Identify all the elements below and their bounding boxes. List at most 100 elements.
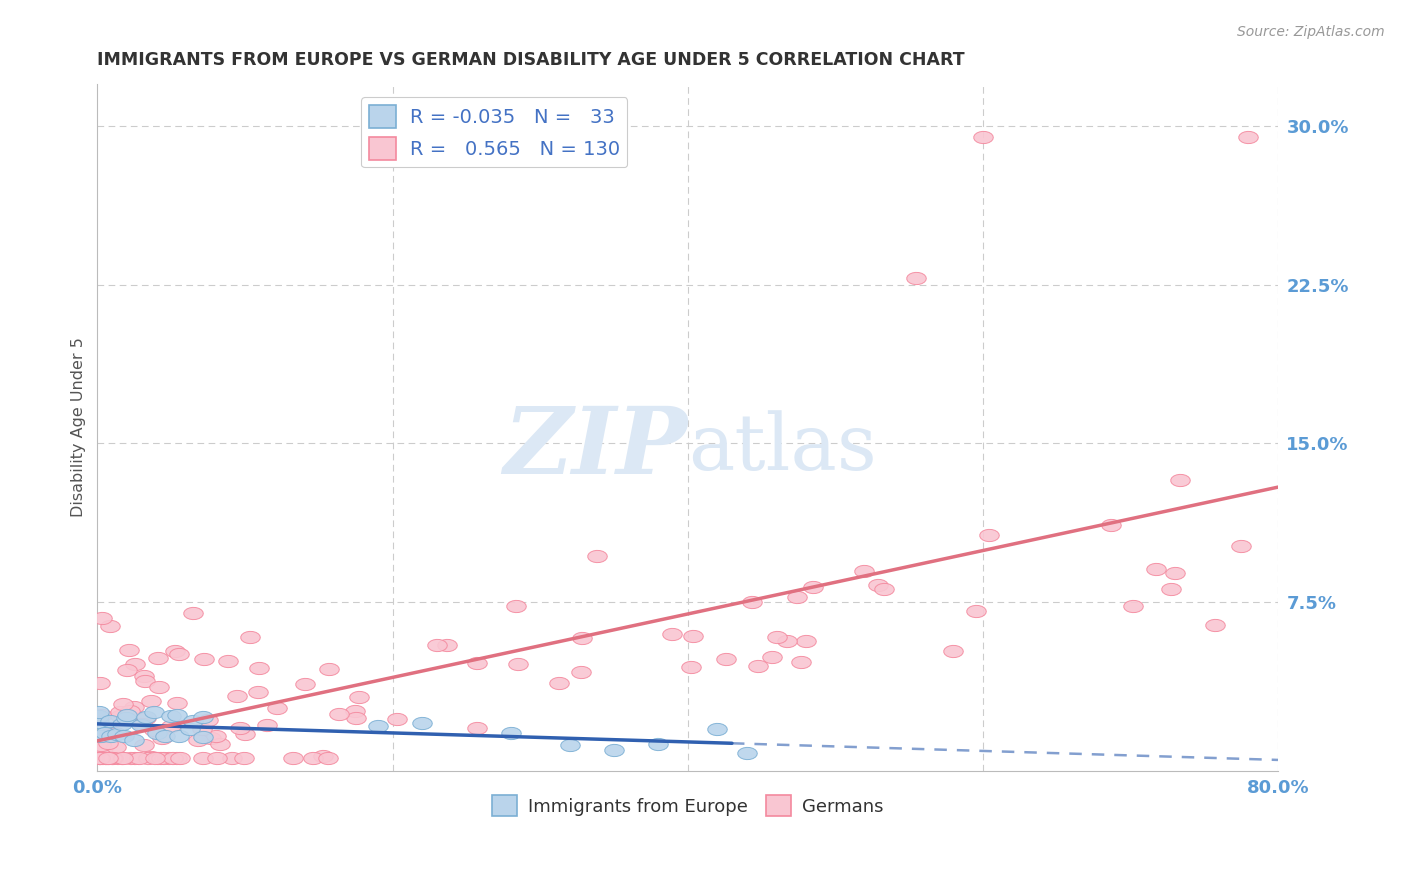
Point — [134, 674, 156, 689]
Text: IMMIGRANTS FROM EUROPE VS GERMAN DISABILITY AGE UNDER 5 CORRELATION CHART: IMMIGRANTS FROM EUROPE VS GERMAN DISABIL… — [97, 51, 965, 69]
Point — [706, 723, 728, 737]
Point — [505, 599, 527, 614]
Point — [166, 707, 188, 722]
Point — [129, 718, 152, 732]
Point — [152, 751, 174, 765]
Point — [301, 751, 323, 765]
Point — [229, 721, 252, 735]
Point — [205, 751, 228, 765]
Point — [294, 676, 316, 690]
Point — [138, 751, 160, 765]
Point — [661, 627, 683, 641]
Point — [426, 639, 449, 653]
Point — [209, 737, 232, 751]
Point — [344, 704, 367, 718]
Point — [181, 606, 204, 620]
Point — [233, 751, 256, 765]
Point — [93, 726, 115, 740]
Point — [852, 564, 875, 578]
Point — [193, 651, 215, 665]
Point — [155, 730, 177, 744]
Point — [110, 709, 132, 723]
Point — [128, 751, 150, 765]
Point — [548, 676, 571, 690]
Y-axis label: Disability Age Under 5: Disability Age Under 5 — [72, 337, 86, 517]
Point — [191, 751, 214, 765]
Point — [765, 630, 787, 644]
Point — [148, 651, 170, 665]
Point — [142, 706, 165, 720]
Point — [801, 580, 824, 594]
Point — [436, 639, 458, 653]
Point — [647, 737, 669, 751]
Point — [101, 751, 124, 765]
Point — [191, 731, 214, 745]
Point — [191, 710, 214, 724]
Point — [1160, 582, 1182, 596]
Point — [1144, 562, 1167, 576]
Point — [143, 751, 166, 765]
Point — [226, 690, 249, 704]
Point — [98, 727, 121, 741]
Point — [1204, 618, 1226, 632]
Point — [135, 711, 157, 725]
Point — [160, 719, 183, 733]
Point — [131, 716, 153, 731]
Point — [94, 751, 117, 765]
Point — [256, 717, 278, 731]
Point — [90, 708, 112, 723]
Point — [146, 726, 169, 740]
Point — [118, 643, 141, 657]
Point — [349, 690, 371, 705]
Point — [1164, 566, 1187, 581]
Point — [266, 700, 288, 714]
Point — [221, 751, 243, 765]
Point — [169, 647, 191, 661]
Point — [98, 619, 121, 633]
Point — [249, 661, 271, 675]
Point — [112, 729, 135, 743]
Point — [233, 727, 256, 741]
Point — [187, 733, 209, 747]
Point — [166, 751, 188, 765]
Point — [735, 746, 758, 760]
Point — [97, 736, 120, 750]
Point — [118, 704, 141, 718]
Point — [87, 715, 110, 730]
Point — [682, 629, 704, 643]
Point — [761, 650, 783, 665]
Point — [385, 712, 408, 726]
Point — [91, 741, 114, 756]
Point — [1230, 539, 1253, 553]
Point — [148, 680, 170, 694]
Point — [90, 739, 112, 753]
Point — [411, 716, 433, 731]
Point — [97, 751, 120, 765]
Point — [312, 749, 335, 764]
Point — [972, 130, 994, 145]
Point — [111, 716, 134, 731]
Point — [120, 751, 142, 765]
Point — [108, 706, 131, 720]
Point — [465, 656, 488, 670]
Point — [1122, 599, 1144, 613]
Point — [965, 604, 987, 618]
Point — [89, 676, 111, 690]
Point — [124, 751, 146, 765]
Point — [558, 738, 581, 752]
Point — [132, 669, 155, 683]
Point — [105, 739, 128, 754]
Point — [146, 751, 169, 765]
Point — [166, 696, 188, 710]
Text: ZIP: ZIP — [503, 403, 688, 493]
Legend: Immigrants from Europe, Germans: Immigrants from Europe, Germans — [485, 789, 891, 823]
Point — [183, 714, 205, 728]
Point — [741, 594, 763, 608]
Point — [1237, 130, 1260, 145]
Point — [142, 723, 165, 737]
Point — [141, 694, 163, 708]
Point — [98, 751, 121, 765]
Point — [135, 710, 157, 724]
Point — [571, 632, 593, 646]
Point — [93, 751, 115, 765]
